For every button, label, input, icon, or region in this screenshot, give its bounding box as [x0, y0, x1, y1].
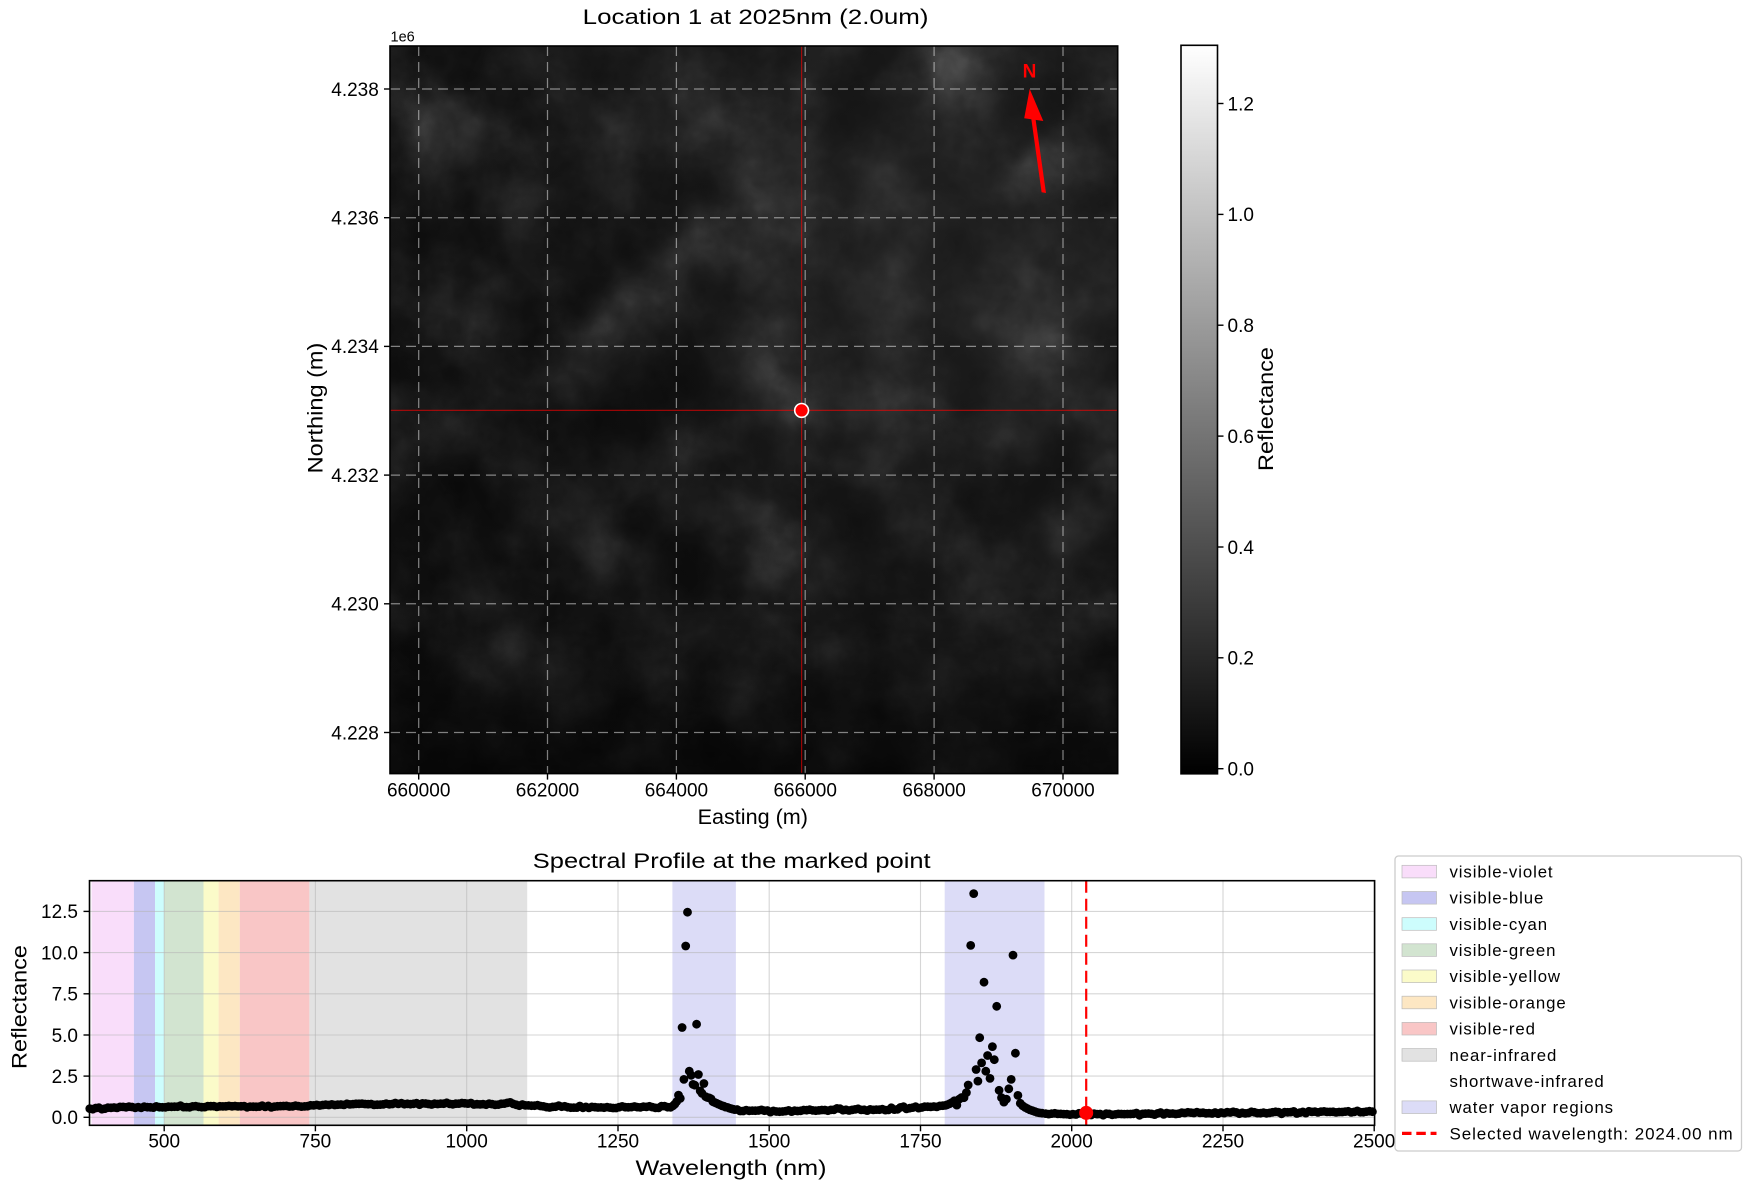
- svg-text:visible-green: visible-green: [1450, 941, 1557, 960]
- svg-text:500: 500: [148, 1132, 180, 1153]
- svg-text:1750: 1750: [899, 1132, 941, 1153]
- svg-text:near-infrared: near-infrared: [1450, 1046, 1558, 1065]
- svg-text:1e6: 1e6: [391, 30, 415, 46]
- svg-text:0.8: 0.8: [1228, 316, 1254, 337]
- svg-text:2500: 2500: [1353, 1132, 1395, 1153]
- svg-text:Reflectance: Reflectance: [1253, 347, 1278, 471]
- svg-text:2000: 2000: [1051, 1132, 1093, 1153]
- svg-text:visible-yellow: visible-yellow: [1450, 967, 1561, 986]
- svg-text:0.0: 0.0: [1228, 760, 1254, 781]
- svg-text:2250: 2250: [1202, 1132, 1244, 1153]
- svg-text:1250: 1250: [597, 1132, 639, 1153]
- svg-text:4.228: 4.228: [331, 723, 379, 744]
- svg-text:5.0: 5.0: [52, 1026, 78, 1047]
- svg-text:visible-violet: visible-violet: [1450, 863, 1554, 882]
- svg-text:shortwave-infrared: shortwave-infrared: [1450, 1072, 1605, 1091]
- svg-text:1.2: 1.2: [1228, 94, 1254, 115]
- svg-text:Northing (m): Northing (m): [303, 343, 328, 474]
- svg-text:water vapor regions: water vapor regions: [1449, 1098, 1614, 1117]
- svg-text:1.0: 1.0: [1228, 205, 1254, 226]
- svg-text:0.6: 0.6: [1228, 427, 1254, 448]
- svg-text:1500: 1500: [748, 1132, 790, 1153]
- svg-text:12.5: 12.5: [41, 902, 78, 923]
- svg-text:4.234: 4.234: [331, 337, 379, 358]
- svg-text:4.238: 4.238: [331, 80, 379, 101]
- svg-text:0.2: 0.2: [1228, 649, 1254, 670]
- svg-text:2.5: 2.5: [52, 1067, 78, 1088]
- svg-text:N: N: [1023, 62, 1037, 83]
- svg-text:0.0: 0.0: [52, 1108, 78, 1129]
- svg-text:visible-orange: visible-orange: [1450, 993, 1567, 1012]
- svg-text:0.4: 0.4: [1228, 538, 1255, 559]
- svg-text:7.5: 7.5: [52, 985, 78, 1006]
- svg-text:4.230: 4.230: [331, 595, 379, 616]
- svg-text:1000: 1000: [446, 1132, 488, 1153]
- svg-text:660000: 660000: [387, 781, 450, 802]
- svg-text:Reflectance: Reflectance: [7, 945, 32, 1069]
- svg-text:666000: 666000: [773, 781, 836, 802]
- svg-text:668000: 668000: [902, 781, 965, 802]
- svg-text:4.236: 4.236: [331, 209, 379, 230]
- svg-text:750: 750: [300, 1132, 332, 1153]
- svg-text:10.0: 10.0: [41, 943, 78, 964]
- svg-text:4.232: 4.232: [331, 466, 379, 487]
- svg-text:Spectral Profile at the marked: Spectral Profile at the marked point: [533, 848, 931, 873]
- svg-text:Location 1 at 2025nm (2.0um): Location 1 at 2025nm (2.0um): [583, 4, 929, 29]
- svg-text:Selected wavelength: 2024.00 n: Selected wavelength: 2024.00 nm: [1450, 1124, 1734, 1143]
- svg-text:visible-blue: visible-blue: [1450, 889, 1545, 908]
- svg-text:664000: 664000: [645, 781, 708, 802]
- svg-text:visible-cyan: visible-cyan: [1450, 915, 1548, 934]
- svg-text:662000: 662000: [516, 781, 579, 802]
- svg-text:670000: 670000: [1031, 781, 1094, 802]
- svg-text:Easting (m): Easting (m): [698, 804, 808, 829]
- svg-text:Wavelength (nm): Wavelength (nm): [636, 1155, 827, 1180]
- svg-text:visible-red: visible-red: [1450, 1020, 1536, 1039]
